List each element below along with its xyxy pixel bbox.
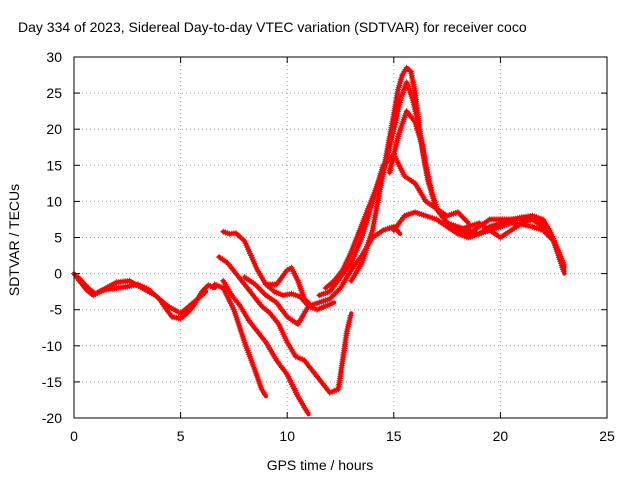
- y-tick-label: 15: [46, 157, 62, 173]
- y-tick-label: 25: [46, 85, 62, 101]
- data-point: [395, 229, 402, 236]
- axis-ticks: 0 5 10 15 20 25 -20 -15 -10 -5 0 5 10 15 20 25 30: [42, 49, 615, 444]
- data-point: [201, 290, 208, 296]
- y-axis-label: SDTVAR / TECUs: [6, 183, 22, 297]
- series-trace-2: [75, 274, 209, 317]
- x-tick-label: 20: [493, 428, 509, 444]
- series-line: [387, 109, 567, 276]
- series-trace-1: [71, 270, 217, 322]
- series-trace-13: [386, 108, 567, 276]
- y-tick-label: 10: [46, 193, 62, 209]
- data-point: [261, 391, 268, 398]
- y-tick-label: 5: [54, 230, 62, 246]
- data-point: [304, 409, 311, 416]
- y-tick-label: 0: [54, 266, 62, 282]
- data-point: [560, 268, 567, 275]
- x-tick-label: 15: [386, 428, 402, 444]
- series-trace-12: [390, 209, 567, 269]
- series-trace-11: [348, 64, 567, 284]
- y-tick-label: -10: [42, 338, 62, 354]
- y-tick-label: -20: [42, 410, 62, 426]
- y-tick-label: 20: [46, 121, 62, 137]
- x-axis-label: GPS time / hours: [266, 457, 374, 473]
- y-tick-label: -5: [50, 302, 63, 318]
- data-point: [329, 300, 335, 307]
- x-tick-label: 25: [599, 428, 615, 444]
- series-trace-8: [262, 264, 311, 305]
- series-trace-5: [216, 254, 354, 396]
- series-line: [221, 229, 337, 312]
- data-point: [347, 312, 354, 319]
- series-trace-4: [220, 277, 311, 417]
- x-tick-label: 5: [177, 428, 185, 444]
- chart-title: Day 334 of 2023, Sidereal Day-to-day VTE…: [18, 19, 527, 35]
- series-trace-3: [211, 281, 268, 399]
- y-tick-label: -15: [42, 374, 62, 390]
- data-point: [304, 298, 311, 305]
- y-tick-label: 30: [46, 49, 62, 65]
- x-tick-label: 0: [70, 428, 78, 444]
- data-point: [463, 218, 470, 225]
- x-tick-label: 10: [279, 428, 295, 444]
- data-series: [71, 64, 567, 417]
- data-point: [302, 297, 309, 304]
